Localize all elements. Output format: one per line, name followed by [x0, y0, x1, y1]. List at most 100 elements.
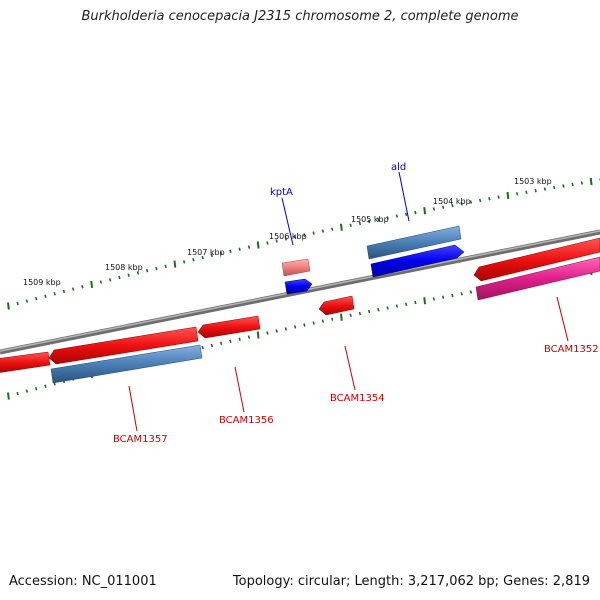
gene-label-BCAM1356[interactable]: BCAM1356	[219, 415, 274, 426]
scale-tick-upper-major	[173, 260, 177, 268]
scale-tick-lower-major	[256, 331, 260, 339]
scale-tick-upper-major	[256, 241, 260, 249]
scale-tick-lower-minor	[16, 391, 19, 396]
cds-BCAM1352[interactable]	[475, 256, 600, 301]
scale-tick-upper-minor	[164, 264, 167, 268]
scale-tick-lower-minor	[367, 309, 371, 314]
scale-tick-upper-minor	[312, 231, 315, 235]
leader-BCAM1354	[344, 345, 356, 391]
scale-tick-upper-minor	[330, 227, 334, 231]
leader-kptA	[281, 197, 294, 246]
gene-label-kptA[interactable]: kptA	[270, 187, 293, 198]
scale-tick-lower-minor	[275, 329, 278, 333]
scale-tick-upper-minor	[571, 182, 574, 187]
scale-tick-lower-minor	[25, 389, 29, 393]
accession-label: Accession: NC_011001	[9, 574, 157, 589]
scale-tick-upper-minor	[580, 181, 584, 185]
scale-tick-lower-minor	[414, 300, 417, 305]
scale-tick-upper-minor	[201, 255, 204, 260]
cds-BCAM1354[interactable]	[318, 295, 355, 316]
scale-tick-upper-minor	[53, 292, 56, 296]
cds-ald-steelblue[interactable]	[366, 225, 462, 260]
scale-tick-upper-major	[506, 191, 510, 200]
scale-tick-lower-major	[340, 313, 343, 321]
tick-label-1507: 1507 kbp	[187, 248, 225, 257]
scale-tick-upper-minor	[182, 260, 186, 264]
cds-BCAM1357[interactable]	[48, 326, 199, 365]
gene-label-ald[interactable]: ald	[391, 162, 406, 173]
scale-tick-upper-minor	[552, 185, 556, 190]
scale-tick-lower-minor	[284, 327, 288, 331]
scale-tick-lower-major	[423, 297, 427, 305]
leader-ald	[398, 171, 410, 222]
scale-tick-upper-minor	[441, 205, 445, 209]
scale-tick-upper-minor	[44, 294, 47, 298]
scale-tick-upper-minor	[34, 296, 38, 301]
cds-ald[interactable]	[370, 244, 465, 278]
scale-tick-upper-minor	[229, 249, 232, 253]
scale-tick-lower-minor	[266, 331, 269, 335]
cds-BCAM1357-steelblue[interactable]	[50, 344, 203, 384]
cds-kptA[interactable]	[284, 278, 313, 295]
scale-tick-lower-minor	[201, 345, 204, 350]
leader-BCAM1356	[234, 366, 245, 413]
scale-tick-upper-minor	[247, 245, 251, 249]
scale-tick-upper-minor	[469, 200, 473, 204]
scale-tick-upper-minor	[71, 287, 75, 291]
scale-ticks-upper	[7, 177, 600, 310]
scale-tick-lower-minor	[377, 308, 380, 312]
scale-tick-upper-minor	[358, 221, 362, 226]
tick-label-1503: 1503 kbp	[514, 177, 552, 186]
scale-tick-upper-minor	[127, 273, 130, 277]
scale-tick-upper-major	[90, 280, 94, 289]
scale-tick-upper-major	[340, 223, 343, 231]
gene-label-BCAM1354[interactable]: BCAM1354	[330, 393, 385, 404]
scale-tick-lower-minor	[469, 290, 473, 294]
scale-tick-upper-minor	[81, 285, 84, 289]
gene-label-BCAM1352[interactable]: BCAM1352	[544, 344, 599, 355]
scale-tick-upper-minor	[534, 188, 537, 193]
cds-kptA-pink[interactable]	[281, 258, 311, 277]
scale-tick-lower-minor	[247, 335, 251, 339]
scale-tick-lower-minor	[229, 339, 232, 343]
scale-tick-lower-minor	[238, 337, 241, 341]
scale-tick-lower-minor	[358, 311, 362, 316]
scale-tick-upper-minor	[488, 197, 491, 201]
scale-tick-upper-minor	[192, 258, 195, 262]
gene-label-BCAM1357[interactable]: BCAM1357	[113, 434, 168, 445]
scale-tick-lower-minor	[321, 319, 325, 323]
scale-tick-lower-minor	[219, 341, 223, 346]
scale-tick-upper-minor	[303, 233, 306, 237]
cds-left-edge-red[interactable]	[0, 351, 51, 373]
scale-tick-upper-minor	[349, 223, 352, 228]
scale-tick-lower-minor	[349, 313, 352, 318]
scale-tick-lower-minor	[386, 306, 389, 310]
cds-BCAM1352-red[interactable]	[473, 237, 600, 282]
scale-tick-upper-minor	[145, 269, 149, 273]
cds-BCAM1356[interactable]	[197, 315, 261, 339]
scale-tick-lower-minor	[210, 343, 214, 348]
scale-tick-upper-minor	[108, 278, 112, 282]
scale-tick-lower-minor	[312, 321, 315, 325]
tick-label-1509: 1509 kbp	[23, 278, 61, 287]
scale-tick-upper-minor	[497, 195, 500, 199]
tick-label-1508: 1508 kbp	[105, 263, 143, 272]
scale-tick-upper-minor	[275, 239, 278, 243]
scale-tick-upper-minor	[16, 301, 19, 306]
scale-tick-lower-minor	[404, 302, 408, 306]
leader-BCAM1357	[128, 385, 138, 432]
scale-tick-upper-minor	[414, 210, 417, 215]
scale-tick-upper-minor	[395, 214, 399, 218]
tick-label-1505: 1505 kbp	[351, 215, 389, 224]
scale-tick-upper-minor	[293, 235, 297, 239]
map-title: Burkholderia cenocepacia J2315 chromosom…	[81, 9, 519, 24]
leader-BCAM1352	[556, 296, 569, 342]
scale-tick-upper-minor	[284, 237, 288, 241]
scale-tick-upper-minor	[266, 241, 269, 245]
scale-tick-lower-minor	[303, 323, 306, 327]
scale-tick-upper-minor	[543, 187, 547, 191]
scale-tick-upper-minor	[99, 280, 103, 284]
scale-tick-lower-minor	[44, 384, 47, 388]
scale-tick-upper-minor	[238, 247, 241, 251]
